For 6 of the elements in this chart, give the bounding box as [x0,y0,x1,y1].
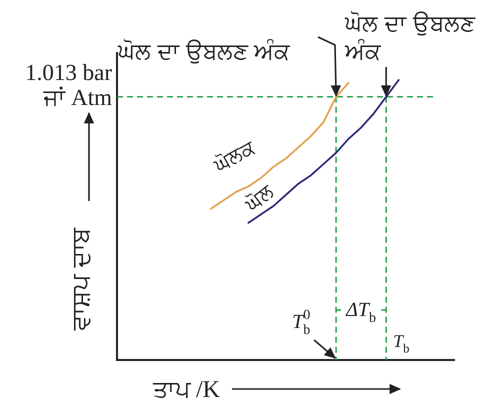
annotation: T$_{b}$ [393,331,410,356]
x-axis-title: ਤਾਪ /K [153,377,220,403]
annotation: ΔT$_{b}$ [336,299,386,326]
annotation: ΔT$_{b}$ [345,299,376,326]
y-axis-title: ਵਾਸ਼ਪ ਦਾਬ [67,228,95,330]
ref-line-label: 1.013 bar ਜਾਂ Atm [25,60,112,110]
